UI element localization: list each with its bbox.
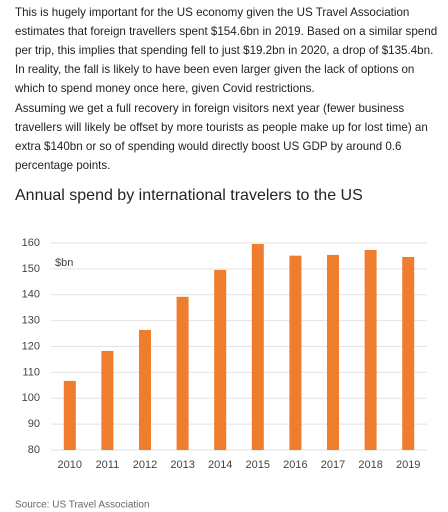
bar [251, 244, 264, 450]
y-tick-label: 100 [22, 392, 40, 404]
x-tick-label: 2013 [170, 459, 194, 471]
bar [63, 380, 76, 450]
chart-title: Annual spend by international travelers … [15, 187, 363, 204]
x-tick-label: 2017 [321, 459, 345, 471]
bar [214, 269, 227, 450]
x-tick-label: 2018 [358, 459, 382, 471]
y-tick-label: 120 [22, 340, 40, 352]
bar [101, 350, 114, 450]
bar [327, 254, 339, 450]
bar [364, 249, 377, 450]
y-axis-label: $bn [55, 257, 73, 269]
x-tick-label: 2012 [133, 459, 157, 471]
bar [176, 296, 189, 450]
y-tick-label: 160 [22, 237, 40, 249]
bar [139, 329, 151, 450]
x-tick-label: 2014 [208, 459, 232, 471]
y-tick-label: 150 [22, 263, 40, 275]
paragraph: This is hugely important for the US econ… [15, 6, 438, 95]
x-tick-label: 2011 [96, 459, 120, 471]
bar [402, 256, 415, 450]
paragraph: Assuming we get a full recovery in forei… [15, 102, 428, 172]
y-tick-label: 80 [28, 444, 40, 456]
x-tick-label: 2019 [396, 459, 420, 471]
y-tick-label: 90 [28, 418, 40, 430]
bar [289, 255, 302, 450]
y-tick-label: 140 [22, 289, 40, 301]
x-tick-label: 2010 [58, 459, 82, 471]
source: Source: US Travel Association [15, 500, 150, 511]
x-tick-label: 2016 [283, 459, 307, 471]
y-tick-label: 110 [22, 366, 40, 378]
y-tick-label: 130 [22, 315, 40, 327]
x-tick-label: 2015 [246, 459, 270, 471]
